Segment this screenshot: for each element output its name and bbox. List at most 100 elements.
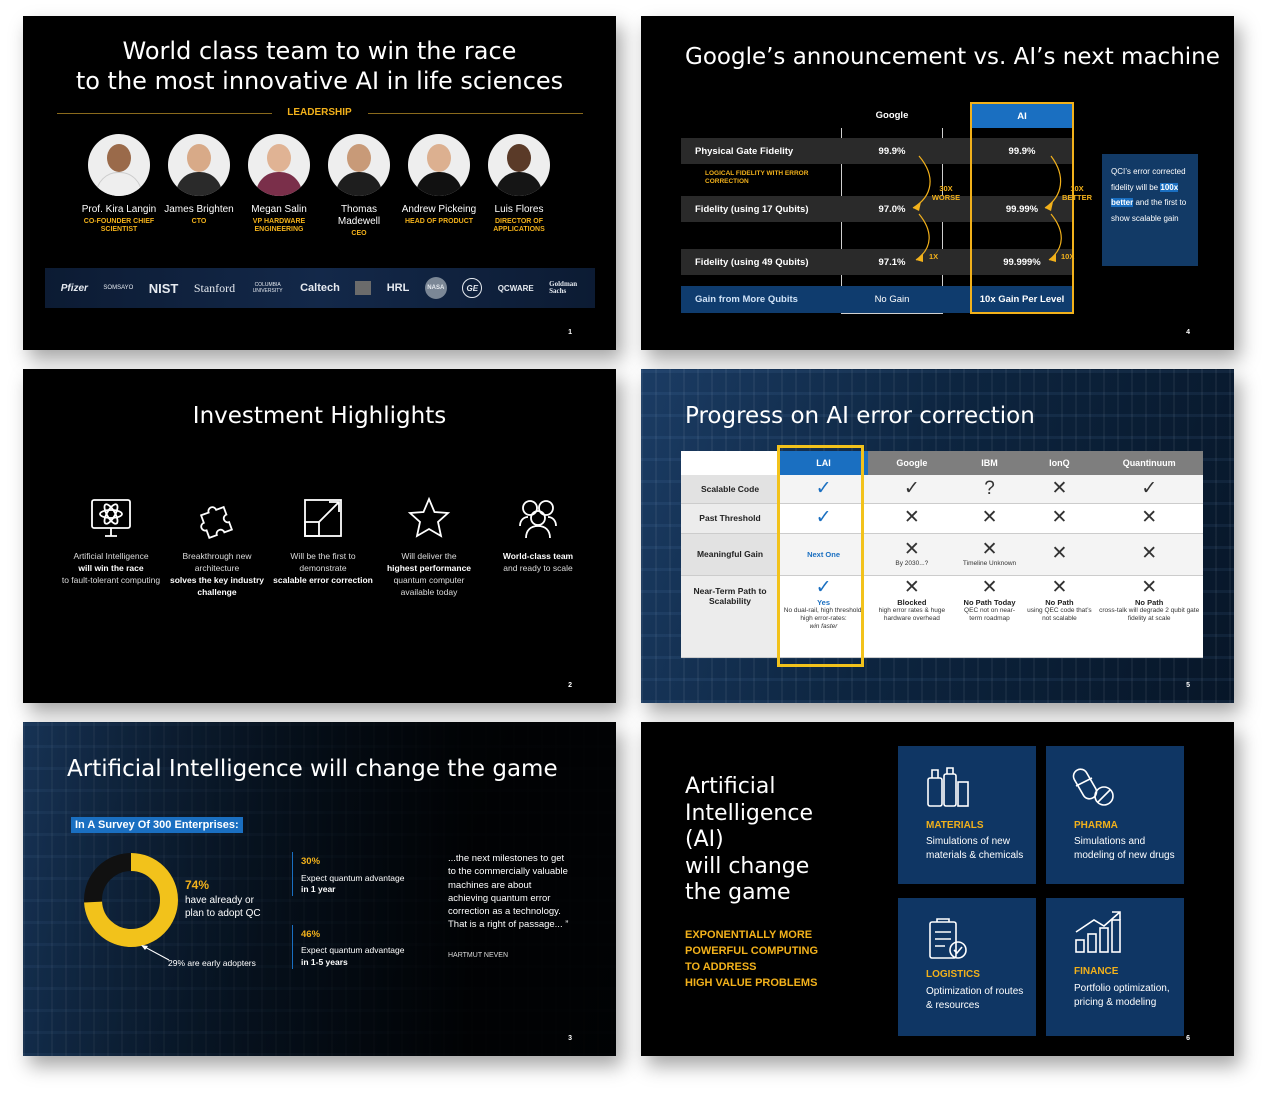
row-label: Fidelity (using 17 Qubits) [695,203,809,215]
tile-title: LOGISTICS [926,969,980,980]
person-role: CO-FOUNDER CHIEF SCIENTIST [83,218,155,233]
ai-value: 99.9% [1008,145,1036,157]
cross-icon: ✕ [903,576,920,598]
slide-5-title: Progress on AI error correction [685,403,1035,429]
callout-box: QCI’s error corrected fidelity will be 1… [1102,154,1198,266]
chemical-bottles-icon [927,767,969,807]
tile-description: Simulations and modeling of new drugs [1074,836,1175,861]
person-card[interactable]: Megan Salin VP HARDWARE ENGINEERING [239,134,319,238]
logical-note: LOGICAL FIDELITY WITH ERROR CORRECTION [705,170,809,185]
pointer-line [141,945,170,961]
tile-description: Optimization of routes & resources [926,986,1024,1011]
logo-nist: NIST [148,280,179,296]
tile-title: FINANCE [1074,966,1119,977]
page-number: 2 [568,682,572,689]
highlight-error-correction: Will be the first to demonstrate scalabl… [273,494,373,586]
check-icon: ✓ [815,576,832,598]
page-number: 3 [568,1035,572,1042]
early-adopters-note: 29% are early adopters [168,958,256,968]
column-header: IonQ [1023,451,1096,475]
person-role: CTO [191,218,207,225]
tile-title: PHARMA [1074,820,1118,831]
tile-finance[interactable]: FINANCE Portfolio optimization, pricing … [1046,898,1184,1036]
person-card[interactable]: Luis Flores DIRECTOR OF APPLICATIONS [479,134,559,238]
ai-atom-monitor-icon [91,499,131,537]
stat1-text: Expect quantum advantage [301,873,405,883]
avatar [248,134,310,196]
person-role: HEAD OF PRODUCT [404,218,474,225]
scale-up-icon [304,499,342,537]
cross-icon: ✕ [1141,507,1158,528]
person-name: James Brighten [164,204,234,215]
logo-pfizer: Pfizer [60,282,88,294]
cross-icon: ✕ [981,576,998,598]
table-row: Near-Term Path to Scalability ✓ Yes No dua… [681,575,1203,658]
cross-icon: ✕ [1141,576,1158,598]
row-gain-bg [681,286,1073,313]
highlight-architecture: Breakthrough new architecture solves the… [167,494,267,598]
ai-column-frame [970,102,1074,314]
avatar [168,134,230,196]
person-name: Andrew Pickeing [401,204,477,215]
clipboard-check-icon [929,918,967,959]
survey-label: In A Survey Of 300 Enterprises: [71,817,243,833]
slide-2-highlights[interactable]: Investment Highlights Artificial Intelli… [23,369,616,703]
person-name: Thomas Madewell [337,204,381,227]
highlight-ai: Artificial Intelligence will win the rac… [61,494,161,586]
person-card[interactable]: James Brighten CTO [159,134,239,238]
slide-5-error-correction[interactable]: Progress on AI error correction LAI Goog… [641,369,1234,703]
tile-logistics[interactable]: LOGISTICS Optimization of routes & resou… [898,898,1036,1036]
slide-2-title: Investment Highlights [192,403,447,429]
stat2-pct: 46% [301,929,321,940]
person-name: Luis Flores [494,204,544,215]
slide-4-title: Google’s announcement vs. AI’s next mach… [685,44,1220,70]
stat1-bold: in 1 year [301,884,336,894]
person-card[interactable]: Thomas Madewell CEO [319,134,399,238]
adoption-donut [84,853,178,947]
next-one-label: Next One [807,549,841,559]
logo-columbia: COLUMBIA UNIVERSITY [252,282,283,294]
google-value: 97.0% [878,203,906,215]
gain-google: No Gain [874,294,910,305]
table-row: Past Threshold ✓ ✕ ✕ ✕ ✕ [681,503,1203,534]
person-card[interactable]: Andrew Pickeing HEAD OF PRODUCT [399,134,479,238]
check-icon: ✓ [1141,477,1158,499]
tile-description: Simulations of new materials & chemicals [926,836,1024,861]
logo-qcware: QCWARE [497,283,534,293]
tile-pharma[interactable]: PHARMA Simulations and modeling of new d… [1046,746,1184,884]
tile-title: MATERIALS [926,820,984,831]
ai-arrow1-label: 10X BETTER [1062,184,1092,202]
tile-description: Portfolio optimization, pricing & modeli… [1074,983,1170,1008]
row-physical [681,138,1073,164]
slide-4-comparison[interactable]: Google’s announcement vs. AI’s next mach… [641,16,1234,350]
logo-ge: GE [462,278,483,298]
slide-3-title: Artificial Intelligence will change the … [67,756,558,782]
column-header: LAI [779,451,869,475]
question-icon: ? [984,477,995,499]
logo-stanford: Stanford [193,280,236,295]
slide-1-leadership[interactable]: World class team to win the race to the … [23,16,616,350]
highlight-performance: Will deliver the highest performance qua… [379,494,479,598]
slide-6-applications[interactable]: Artificial Intelligence (AI) will change… [641,722,1234,1056]
google-arrow2-label: 1X [929,252,939,261]
person-role: DIRECTOR OF APPLICATIONS [493,218,545,233]
slide-3-survey[interactable]: Artificial Intelligence will change the … [23,722,616,1056]
google-column-header: Google [841,102,943,128]
logo-caltech: Caltech [300,282,340,294]
donut-arc [84,853,178,947]
check-icon: ✓ [903,477,920,499]
section-label: LEADERSHIP [287,107,352,118]
gain-ai: 10x Gain Per Level [979,294,1065,305]
column-header: IBM [955,451,1024,475]
pills-icon [1072,768,1114,806]
cross-icon: ✕ [1051,576,1068,598]
logo-hrl: HRL [386,282,410,294]
cross-icon: ✕ [903,507,920,528]
stat2-text: Expect quantum advantage [301,945,405,955]
check-icon: ✓ [815,507,832,528]
person-card[interactable]: Prof. Kira Langin CO-FOUNDER CHIEF SCIENT… [79,134,159,238]
person-name: Prof. Kira Langin [81,204,157,215]
avatar [328,134,390,196]
donut-percent: 74% [185,878,210,892]
tile-materials[interactable]: MATERIALS Simulations of new materials &… [898,746,1036,884]
